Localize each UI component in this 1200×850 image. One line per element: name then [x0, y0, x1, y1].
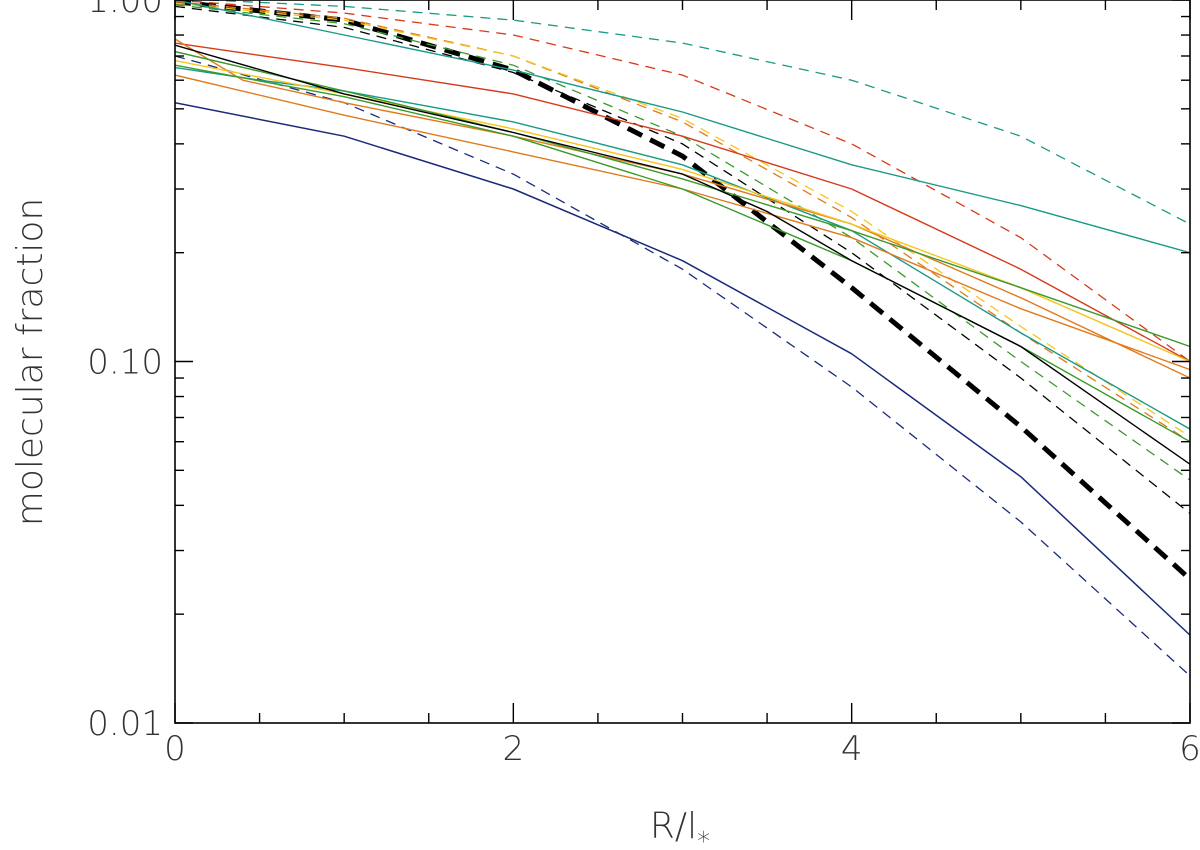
- series-line-solid-orange-12: [175, 74, 1190, 371]
- y-tick-label: 0.10: [87, 343, 163, 383]
- series-line-dashed-yellow-4: [175, 2, 1190, 438]
- series-line-solid-green-14: [175, 50, 1190, 348]
- series-line-solid-teal-8: [175, 0, 1190, 254]
- series-line-dashed-red-2: [175, 0, 1190, 363]
- series-line-solid-black-16: [175, 44, 1190, 465]
- series-layer: [175, 0, 1190, 677]
- tick-layer: 0 2 4 6 0.01 0.10 1.00: [87, 0, 1200, 769]
- series-line-solid-navy-17: [175, 101, 1190, 636]
- y-tick-label: 0.01: [87, 704, 163, 744]
- series-line-dashed-black-0: [175, 0, 1190, 581]
- plot-frame: [174, 0, 1191, 724]
- series-line-solid-teal-9: [175, 66, 1190, 430]
- x-axis-title: R/l*: [650, 806, 710, 850]
- x-axis-title-main: R/l: [650, 806, 697, 847]
- series-line-dashed-orange-3: [175, 0, 1190, 443]
- x-axis-title-subscript: *: [697, 827, 710, 850]
- series-line-dashed-black-6: [175, 5, 1190, 514]
- y-tick-label: 1.00: [87, 0, 163, 21]
- series-line-dashed-green-5: [175, 4, 1190, 481]
- y-axis-title: molecular fraction: [10, 198, 51, 526]
- series-line-dashed-navy-7: [175, 55, 1190, 677]
- series-line-solid-green-15: [175, 64, 1190, 443]
- x-tick-label: 4: [841, 729, 863, 769]
- series-line-solid-red-10: [175, 42, 1190, 363]
- x-tick-label: 2: [503, 729, 525, 769]
- x-tick-label: 0: [164, 729, 186, 769]
- x-tick-label: 6: [1179, 729, 1200, 769]
